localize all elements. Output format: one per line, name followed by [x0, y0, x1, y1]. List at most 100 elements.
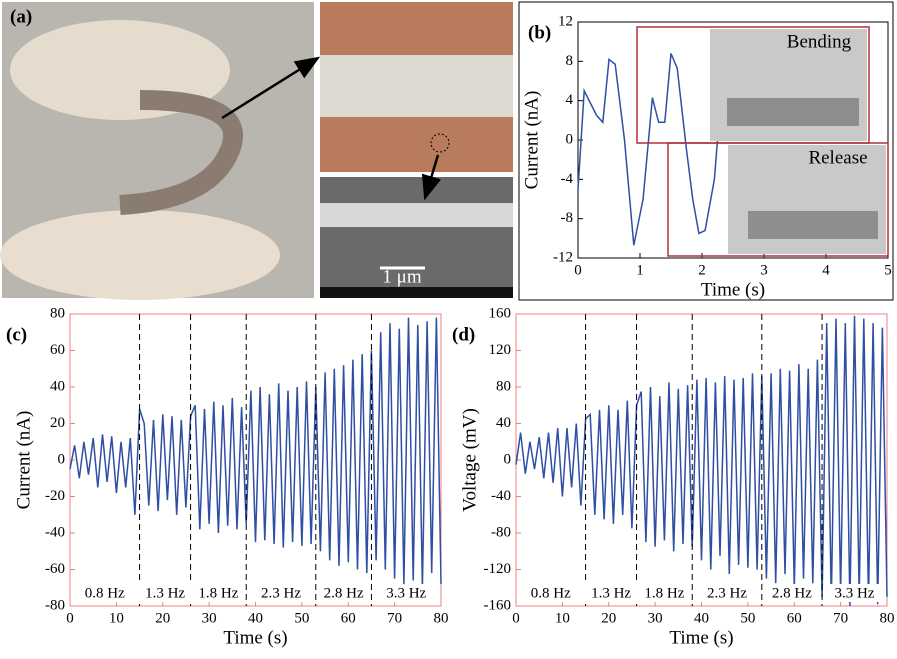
y-tick-label: -4	[561, 171, 574, 187]
nanowire	[320, 203, 513, 227]
y-tick-label: -160	[484, 597, 512, 613]
annotation: 3.3 Hz	[386, 585, 426, 601]
annotation-bg	[138, 584, 193, 602]
y-tick-label: 12	[558, 13, 573, 29]
y-tick-label: 20	[50, 415, 65, 431]
x-tick-label: 70	[387, 610, 402, 626]
y-tick-label: -40	[45, 524, 65, 540]
y-tick-label: -20	[45, 488, 65, 504]
y-tick-label: -40	[491, 488, 511, 504]
y-tick-label: -8	[561, 210, 574, 226]
annotation-bg	[637, 584, 692, 602]
x-tick-label: 50	[740, 610, 755, 626]
x-tick-label: 30	[648, 610, 663, 626]
electrode	[320, 55, 513, 117]
panel-label: (d)	[452, 324, 475, 345]
annotation: 1.8 Hz	[198, 585, 238, 601]
x-axis-label: Time (s)	[701, 279, 765, 300]
annotation-bg	[316, 584, 371, 602]
annotation-bg	[77, 584, 132, 602]
annotation: 3.3 Hz	[835, 585, 875, 601]
x-tick-label: 1	[636, 262, 644, 278]
annotation: 1.8 Hz	[644, 585, 684, 601]
y-tick-label: 80	[496, 378, 511, 394]
x-tick-label: 0	[574, 262, 582, 278]
finger	[0, 210, 280, 300]
inset-device	[727, 98, 859, 126]
annotation: 0.8 Hz	[531, 585, 571, 601]
annotation-bg	[700, 584, 755, 602]
x-tick-label: 20	[601, 610, 616, 626]
annotation: 2.3 Hz	[261, 585, 301, 601]
annotation-bg	[764, 584, 819, 602]
annotation: 2.8 Hz	[324, 585, 364, 601]
x-tick-label: 50	[294, 610, 309, 626]
scale-label: 1 μm	[382, 266, 421, 287]
x-tick-label: 5	[884, 262, 892, 278]
annotation: 1.3 Hz	[145, 585, 185, 601]
device	[119, 90, 244, 215]
arrow	[221, 56, 321, 120]
line	[515, 315, 888, 607]
x-tick-label: 0	[66, 610, 74, 626]
x-tick-label: 40	[248, 610, 263, 626]
panel-frame	[518, 1, 894, 301]
x-tick-label: 20	[155, 610, 170, 626]
y-tick-label: 120	[489, 342, 512, 358]
y-tick-label: 40	[496, 415, 511, 431]
y-tick-label: -60	[45, 561, 65, 577]
x-axis-label: Time (s)	[669, 627, 733, 648]
y-tick-label: 0	[58, 451, 66, 467]
annotation-bg	[523, 584, 578, 602]
y-tick-label: -80	[491, 524, 511, 540]
annotation: 1.3 Hz	[591, 585, 631, 601]
annotation-bg	[827, 584, 882, 602]
y-tick-label: 40	[50, 378, 65, 394]
annotation: 2.8 Hz	[772, 585, 812, 601]
annotation-bg	[254, 584, 309, 602]
inset-frame	[667, 142, 889, 257]
x-tick-label: 80	[434, 610, 449, 626]
x-tick-label: 0	[512, 610, 520, 626]
inset-device	[748, 211, 878, 239]
panel-label: (b)	[528, 22, 551, 43]
inset-label: Release	[808, 147, 867, 168]
x-axis-label: Time (s)	[223, 627, 287, 648]
arrow	[421, 154, 442, 201]
annotation: 2.3 Hz	[707, 585, 747, 601]
y-tick-label: -12	[553, 249, 573, 265]
y-axis-label: Current (nA)	[521, 91, 542, 190]
panel-label: (a)	[10, 6, 32, 27]
y-axis-label: Current (nA)	[13, 411, 34, 510]
y-axis-label: Voltage (mV)	[459, 408, 480, 512]
y-tick-label: 0	[566, 131, 574, 147]
y-tick-label: -120	[484, 561, 512, 577]
x-tick-label: 60	[341, 610, 356, 626]
y-tick-label: 160	[489, 305, 512, 321]
sem-footer	[320, 287, 513, 298]
x-tick-label: 80	[880, 610, 895, 626]
annotation-bg	[379, 584, 434, 602]
annotation-bg	[191, 584, 246, 602]
x-tick-label: 3	[760, 262, 768, 278]
y-tick-label: 0	[504, 451, 512, 467]
inset-label: Bending	[787, 31, 852, 52]
circle	[430, 133, 450, 153]
annotation: 0.8 Hz	[85, 585, 125, 601]
panel-label: (c)	[6, 324, 27, 345]
y-tick-label: 80	[50, 305, 65, 321]
x-tick-label: 10	[555, 610, 570, 626]
annotation-bg	[584, 584, 639, 602]
x-tick-label: 10	[109, 610, 124, 626]
x-tick-label: 2	[698, 262, 706, 278]
x-tick-label: 40	[694, 610, 709, 626]
x-tick-label: 4	[822, 262, 830, 278]
x-tick-label: 70	[833, 610, 848, 626]
y-tick-label: 4	[566, 92, 574, 108]
y-tick-label: 8	[566, 53, 574, 69]
y-tick-label: 60	[50, 342, 65, 358]
line	[577, 53, 719, 246]
x-tick-label: 60	[787, 610, 802, 626]
